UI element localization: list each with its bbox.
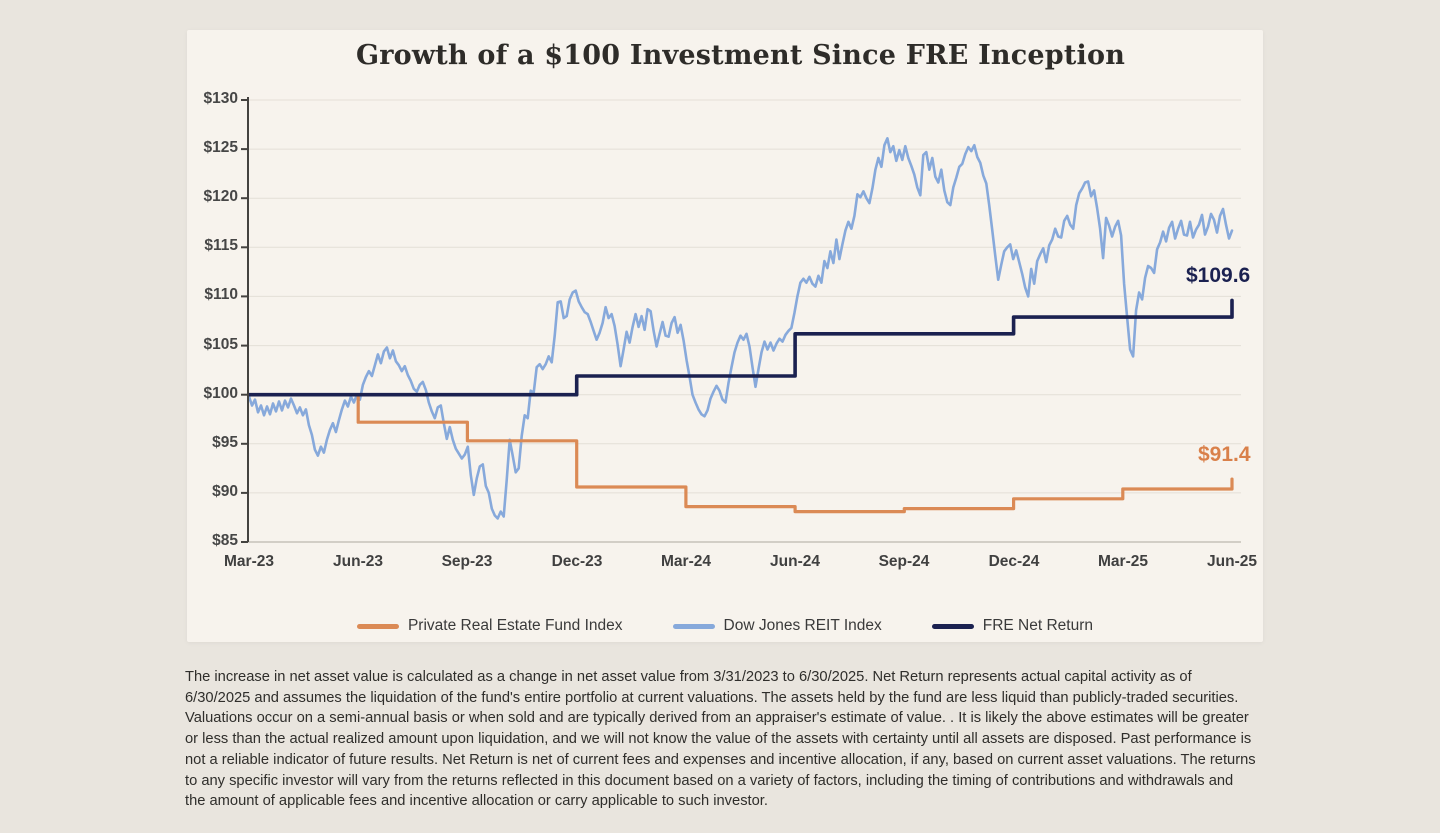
disclaimer-text: The increase in net asset value is calcu… — [185, 669, 1256, 810]
fre-net-return-end-value-label: $109.6 — [1186, 264, 1251, 287]
legend-label-fre-net-return: FRE Net Return — [982, 617, 1094, 634]
private-fund-end-value-label: $91.4 — [1198, 443, 1251, 466]
legend-item-private-fund: Private Real Estate Fund Index — [356, 617, 623, 635]
legend-label-dow-jones-reit: Dow Jones REIT Index — [723, 617, 882, 634]
chart-title: Growth of a $100 Investment Since FRE In… — [355, 40, 1126, 71]
chart-card — [187, 30, 1263, 642]
legend-item-fre-net-return: FRE Net Return — [931, 617, 1094, 635]
legend-item-dow-jones-reit: Dow Jones REIT Index — [672, 617, 882, 635]
dow-jones-reit-line-swatch-icon — [672, 623, 715, 629]
fre-net-return-line-swatch-icon — [931, 623, 974, 629]
chart-legend: Private Real Estate Fund Index Dow Jones… — [187, 617, 1263, 635]
legend-label-private-fund: Private Real Estate Fund Index — [407, 617, 623, 634]
private-fund-line-swatch-icon — [356, 623, 399, 629]
